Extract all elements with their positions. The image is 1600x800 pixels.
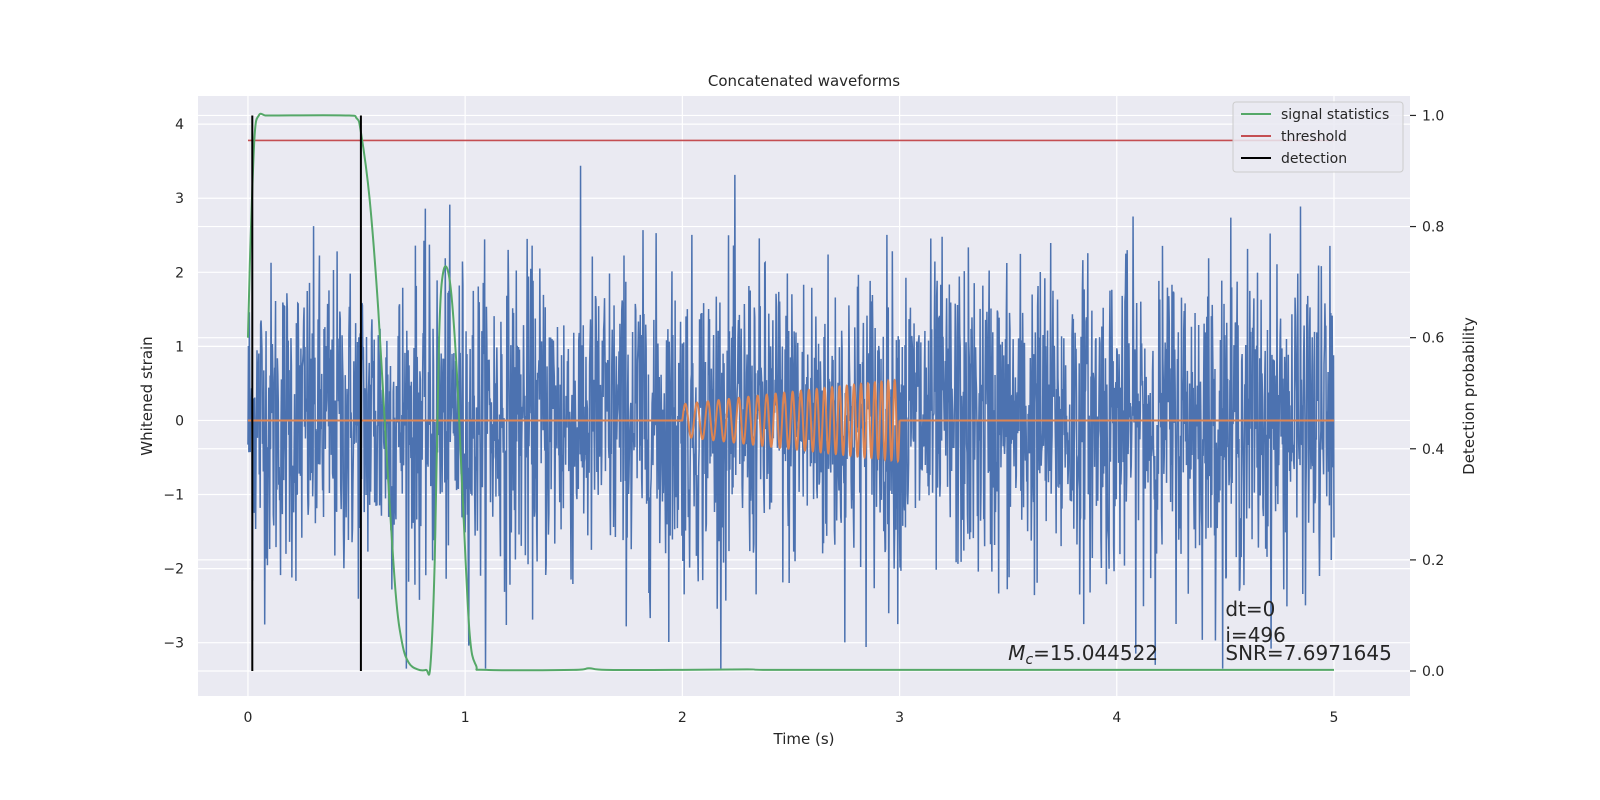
y-tick-label-2: −1 [163, 488, 184, 504]
chirp-mass-annotation: Mc=15.044522 [1008, 641, 1158, 668]
chirp-mass-symbol: M [1008, 641, 1025, 665]
noise-line [247, 165, 1335, 669]
chirp-line [247, 378, 1334, 464]
y-tick-label-7: 4 [175, 117, 184, 133]
chirp-mass-subscript: c [1025, 652, 1033, 668]
x-tick-label-2: 2 [678, 710, 687, 726]
x-tick-label-0: 0 [243, 710, 252, 726]
noise-series [247, 165, 1335, 669]
statistic-line [246, 112, 1334, 676]
y2-axis-ticks: 0.0 0.2 0.4 0.6 0.8 1.0 [1410, 108, 1444, 680]
index-annotation: i=496 [1225, 623, 1286, 647]
detection-series [251, 115, 362, 671]
x-tick-label-4: 4 [1112, 710, 1121, 726]
x-axis-label: Time (s) [773, 730, 835, 748]
y-tick-label-5: 2 [175, 265, 184, 281]
annotations: Mc=15.044522 dt=0 i=496 SNR=7.6971645 [1008, 597, 1392, 668]
y-tick-label-1: −2 [163, 562, 184, 578]
y2-axis-label: Detection probability [1460, 317, 1478, 475]
y2-tick-label-5: 1.0 [1422, 108, 1444, 124]
chirp-mass-value: =15.044522 [1033, 641, 1158, 665]
x-axis-ticks: 0 1 2 3 4 5 [243, 710, 1338, 726]
y-axis-ticks: −3 −2 −1 0 1 2 3 4 [163, 117, 184, 652]
y2-tick-label-4: 0.8 [1422, 220, 1444, 236]
snr-annotation: SNR=7.6971645 [1225, 641, 1391, 665]
x-tick-label-5: 5 [1330, 710, 1339, 726]
legend-label-2: detection [1281, 151, 1347, 167]
chart-title: Concatenated waveforms [708, 72, 900, 90]
y-tick-label-0: −3 [163, 636, 184, 652]
legend-box [1232, 101, 1404, 173]
legend: signal statistics threshold detection [1232, 101, 1404, 173]
statistic-series [246, 112, 1334, 676]
y-tick-label-6: 3 [175, 191, 184, 207]
y-axis-label: Whitened strain [138, 336, 156, 455]
y2-tick-label-0: 0.0 [1422, 664, 1444, 680]
dt-annotation: dt=0 [1225, 597, 1275, 621]
y-tick-label-4: 1 [175, 339, 184, 355]
y2-tick-label-3: 0.6 [1422, 331, 1444, 347]
chirp-series [247, 378, 1334, 464]
legend-label-1: threshold [1281, 129, 1347, 145]
x-tick-label-1: 1 [461, 710, 470, 726]
y2-tick-label-2: 0.4 [1422, 442, 1444, 458]
y-tick-label-3: 0 [175, 413, 184, 429]
y2-tick-label-1: 0.2 [1422, 553, 1444, 569]
legend-label-0: signal statistics [1281, 107, 1389, 123]
x-tick-label-3: 3 [895, 710, 904, 726]
